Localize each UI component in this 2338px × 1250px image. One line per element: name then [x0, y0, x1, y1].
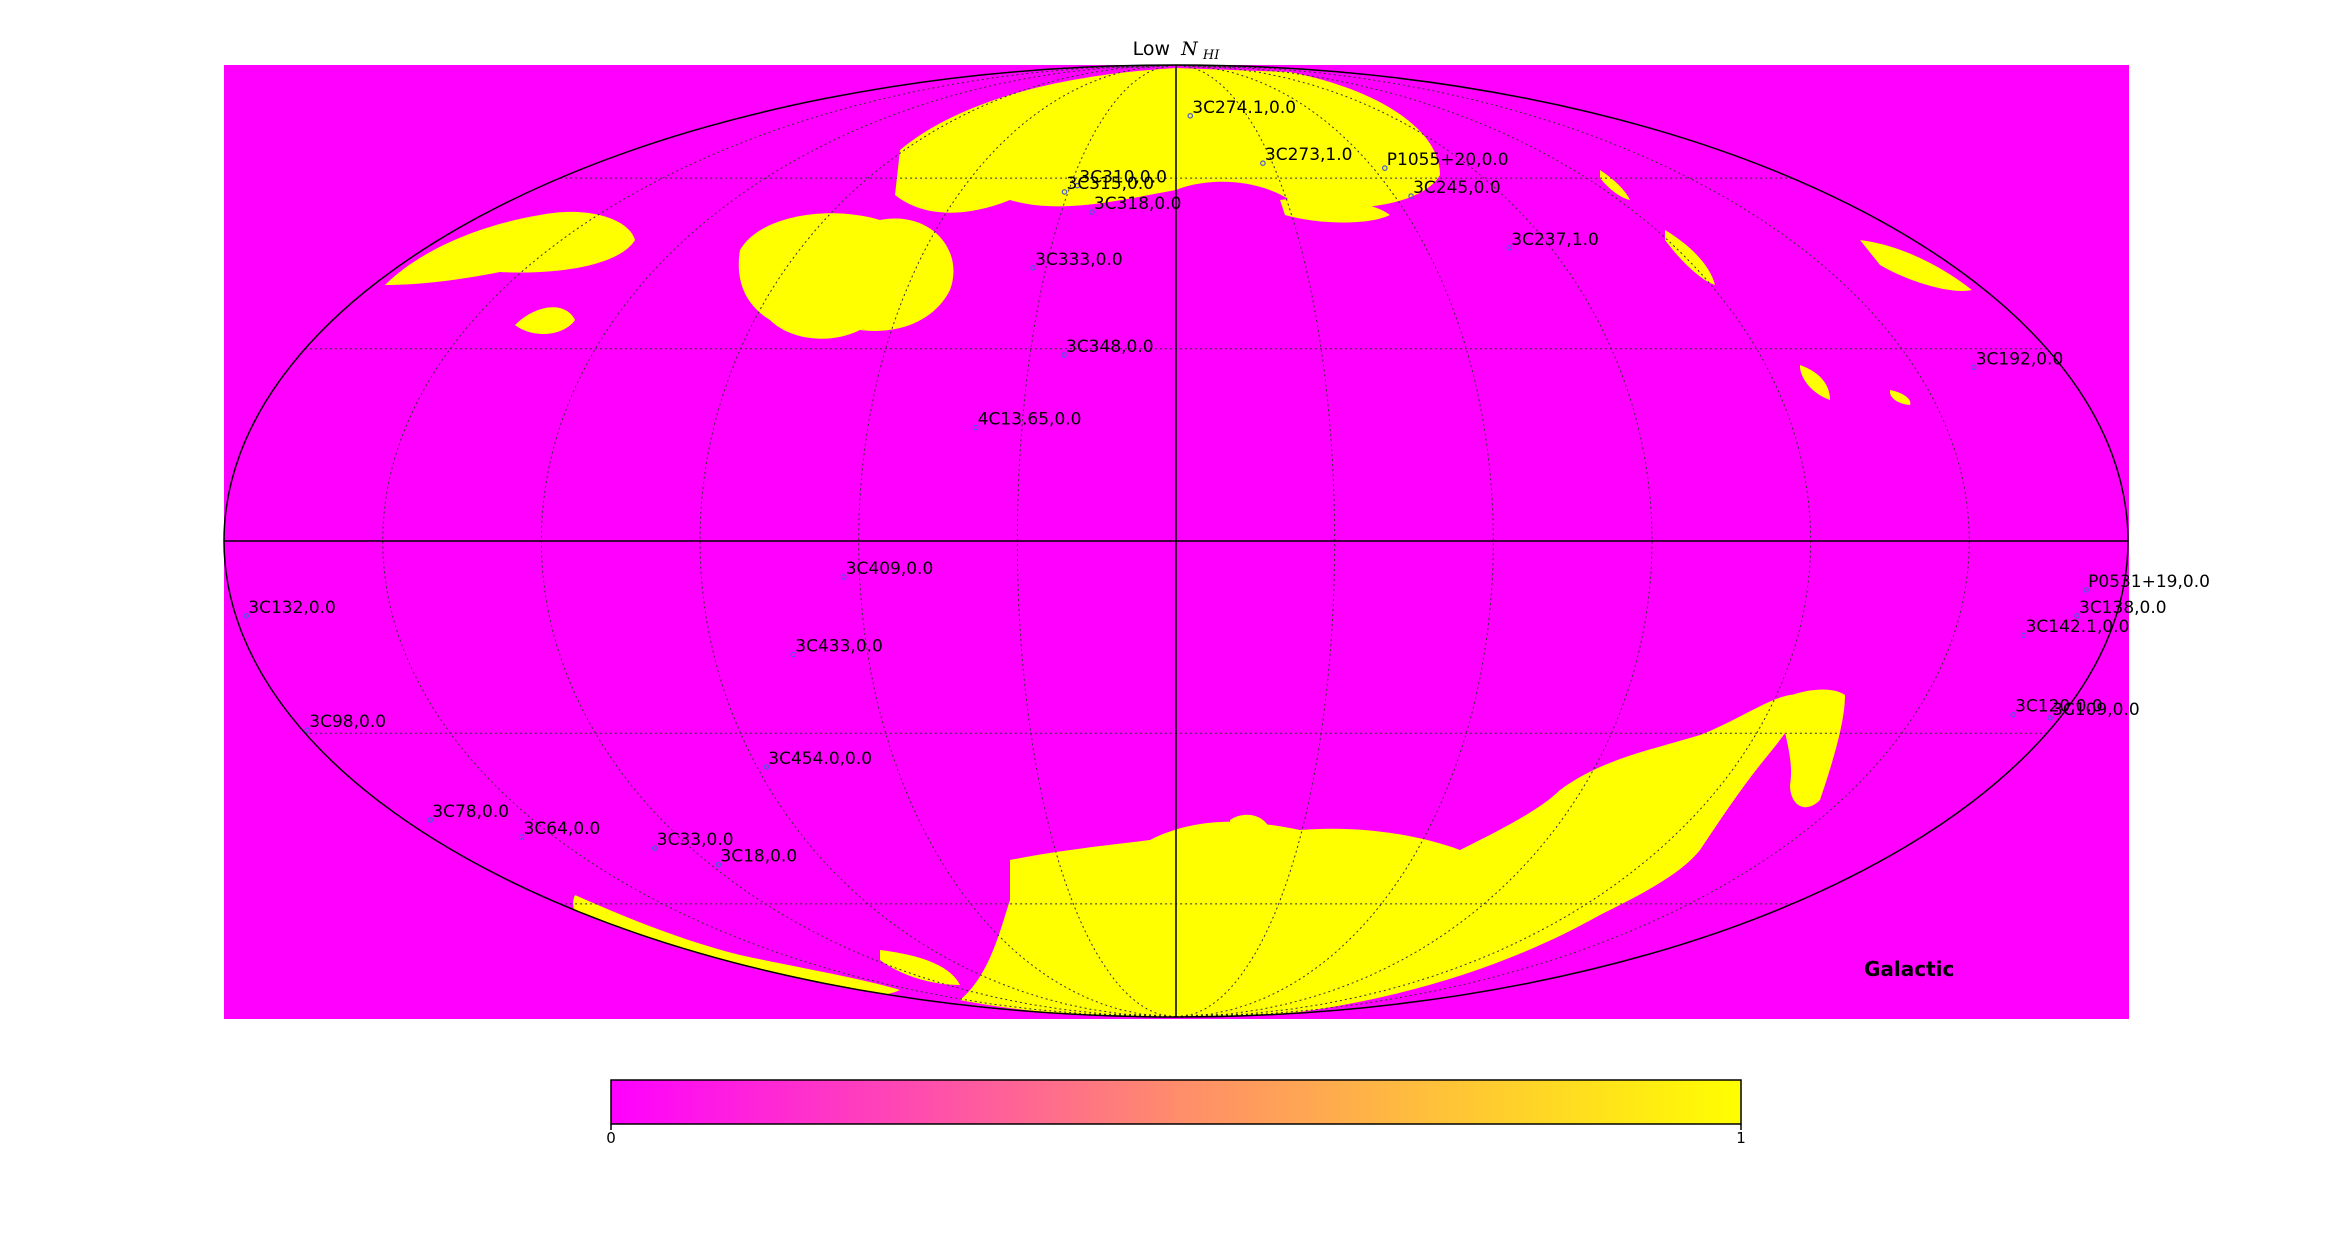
source-label: 3C78,0.0 — [432, 802, 509, 822]
source-label: P1055+20,0.0 — [1387, 150, 1509, 170]
high-nhi-region — [385, 211, 635, 285]
source-marker — [1061, 189, 1068, 195]
source-marker — [1260, 160, 1266, 167]
meridian-line — [1175, 64, 1653, 1018]
source-marker — [1970, 364, 1977, 371]
high-nhi-region — [515, 307, 575, 335]
source-label: 3C310,0.0 — [1079, 168, 1167, 188]
source-marker — [715, 861, 722, 868]
graticule — [223, 64, 2129, 1018]
source-label: 3C142.1,0.0 — [2026, 617, 2130, 637]
high-nhi-region — [960, 694, 1802, 1017]
source-label: 3C109,0.0 — [2052, 700, 2140, 720]
source-label: 3C138,0.0 — [2079, 598, 2167, 618]
source-label: 3C433,0.0 — [795, 637, 883, 657]
source-marker — [2083, 587, 2089, 593]
coordinate-frame-label: Galactic — [1864, 957, 1954, 981]
plot-title: Low N HI — [1133, 38, 1221, 63]
source-label: 4C13.65,0.0 — [978, 410, 1082, 430]
source-label: 3C245,0.0 — [1413, 178, 1501, 198]
source-label: 3C33,0.0 — [657, 830, 734, 850]
source-label: 3C348,0.0 — [1066, 337, 1154, 357]
source-label: 3C237,1.0 — [1511, 230, 1599, 250]
source-marker — [518, 834, 525, 840]
source-labels: 3C274.1,0.0 3C273,1.0 P1055+20,0.0 3C245,0.… — [243, 98, 2210, 868]
source-marker — [651, 845, 658, 852]
meridian-line — [1175, 64, 1970, 1018]
high-nhi-region — [895, 68, 1440, 213]
source-label: 3C318,0.0 — [1094, 194, 1182, 214]
high-nhi-region — [1890, 390, 1911, 405]
source-label: 3C333,0.0 — [1035, 250, 1123, 270]
high-nhi-region — [573, 895, 900, 997]
source-marker — [304, 727, 311, 734]
source-marker — [1089, 209, 1095, 215]
meridian-line — [699, 64, 1177, 1018]
source-label: 3C409,0.0 — [846, 559, 934, 579]
source-marker — [1030, 264, 1036, 271]
source-label: 3C274.1,0.0 — [1192, 98, 1296, 118]
source-marker — [1187, 113, 1194, 119]
source-label: 3C98,0.0 — [309, 712, 386, 732]
source-marker — [427, 817, 434, 823]
source-marker — [2020, 632, 2027, 639]
high-nhi-region — [1230, 814, 1270, 837]
high-nhi-region — [880, 950, 960, 985]
source-label: P0531+19,0.0 — [2088, 572, 2210, 592]
source-marker — [2074, 612, 2080, 619]
source-label: 3C315,0.0 — [1067, 174, 1155, 194]
source-marker — [243, 612, 250, 619]
source-label: 3C192,0.0 — [1976, 349, 2064, 369]
sky-outline — [223, 64, 2129, 1018]
source-label: 3C454.0,0.0 — [768, 749, 872, 769]
high-nhi-region — [1600, 170, 1630, 200]
high-nhi-regions — [385, 68, 1972, 1017]
source-marker — [972, 424, 979, 431]
colorbar-max-label: 1 — [1736, 1129, 1746, 1147]
source-marker — [1382, 165, 1388, 171]
high-nhi-region — [1860, 240, 1972, 291]
high-nhi-region — [1780, 689, 1845, 808]
source-marker — [840, 574, 847, 580]
high-nhi-region — [1665, 230, 1715, 285]
colorbar — [610, 1079, 1742, 1125]
source-marker — [1408, 193, 1414, 199]
source-label: 3C18,0.0 — [720, 847, 797, 867]
source-marker — [1074, 182, 1081, 189]
source-marker — [1061, 352, 1067, 358]
source-marker — [2047, 714, 2053, 721]
source-marker — [790, 651, 797, 658]
high-nhi-region — [1800, 365, 1830, 400]
source-label: 3C64,0.0 — [524, 819, 601, 839]
high-nhi-region — [1280, 198, 1390, 223]
source-marker — [763, 764, 770, 770]
high-nhi-region — [738, 213, 954, 339]
source-marker — [2010, 711, 2016, 718]
meridian-line — [382, 64, 1177, 1018]
source-label: 3C132,0.0 — [248, 598, 336, 618]
source-marker — [1506, 245, 1513, 251]
source-label: 3C273,1.0 — [1265, 145, 1353, 165]
colorbar-min-label: 0 — [606, 1129, 616, 1147]
source-label: 3C120,0.0 — [2015, 697, 2103, 717]
